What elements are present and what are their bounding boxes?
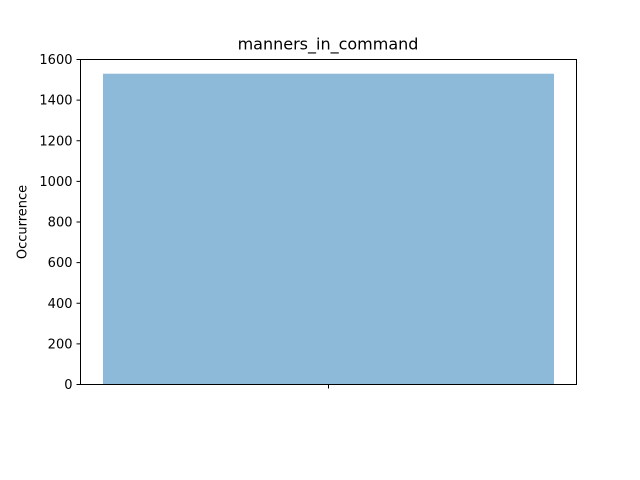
y-tick-label: 0 [64, 378, 72, 393]
y-tick-label: 1000 [39, 175, 72, 190]
bar [103, 73, 554, 385]
y-tick-label: 400 [48, 297, 73, 312]
y-tick-label: 1400 [39, 94, 72, 109]
y-axis-title: Occurrence [16, 185, 31, 259]
chart-title: manners_in_command [238, 35, 419, 55]
y-tick-label: 200 [48, 337, 73, 352]
y-tick-label: 1600 [39, 53, 72, 68]
bars-group [103, 73, 554, 385]
plot-frame [80, 59, 577, 385]
y-axis-ticks: 0 200 400 600 800 1000 1200 1400 1600 [39, 53, 81, 393]
y-tick-label: 1200 [39, 134, 72, 149]
y-tick-label: 600 [48, 256, 73, 271]
y-tick-label: 800 [48, 216, 73, 231]
